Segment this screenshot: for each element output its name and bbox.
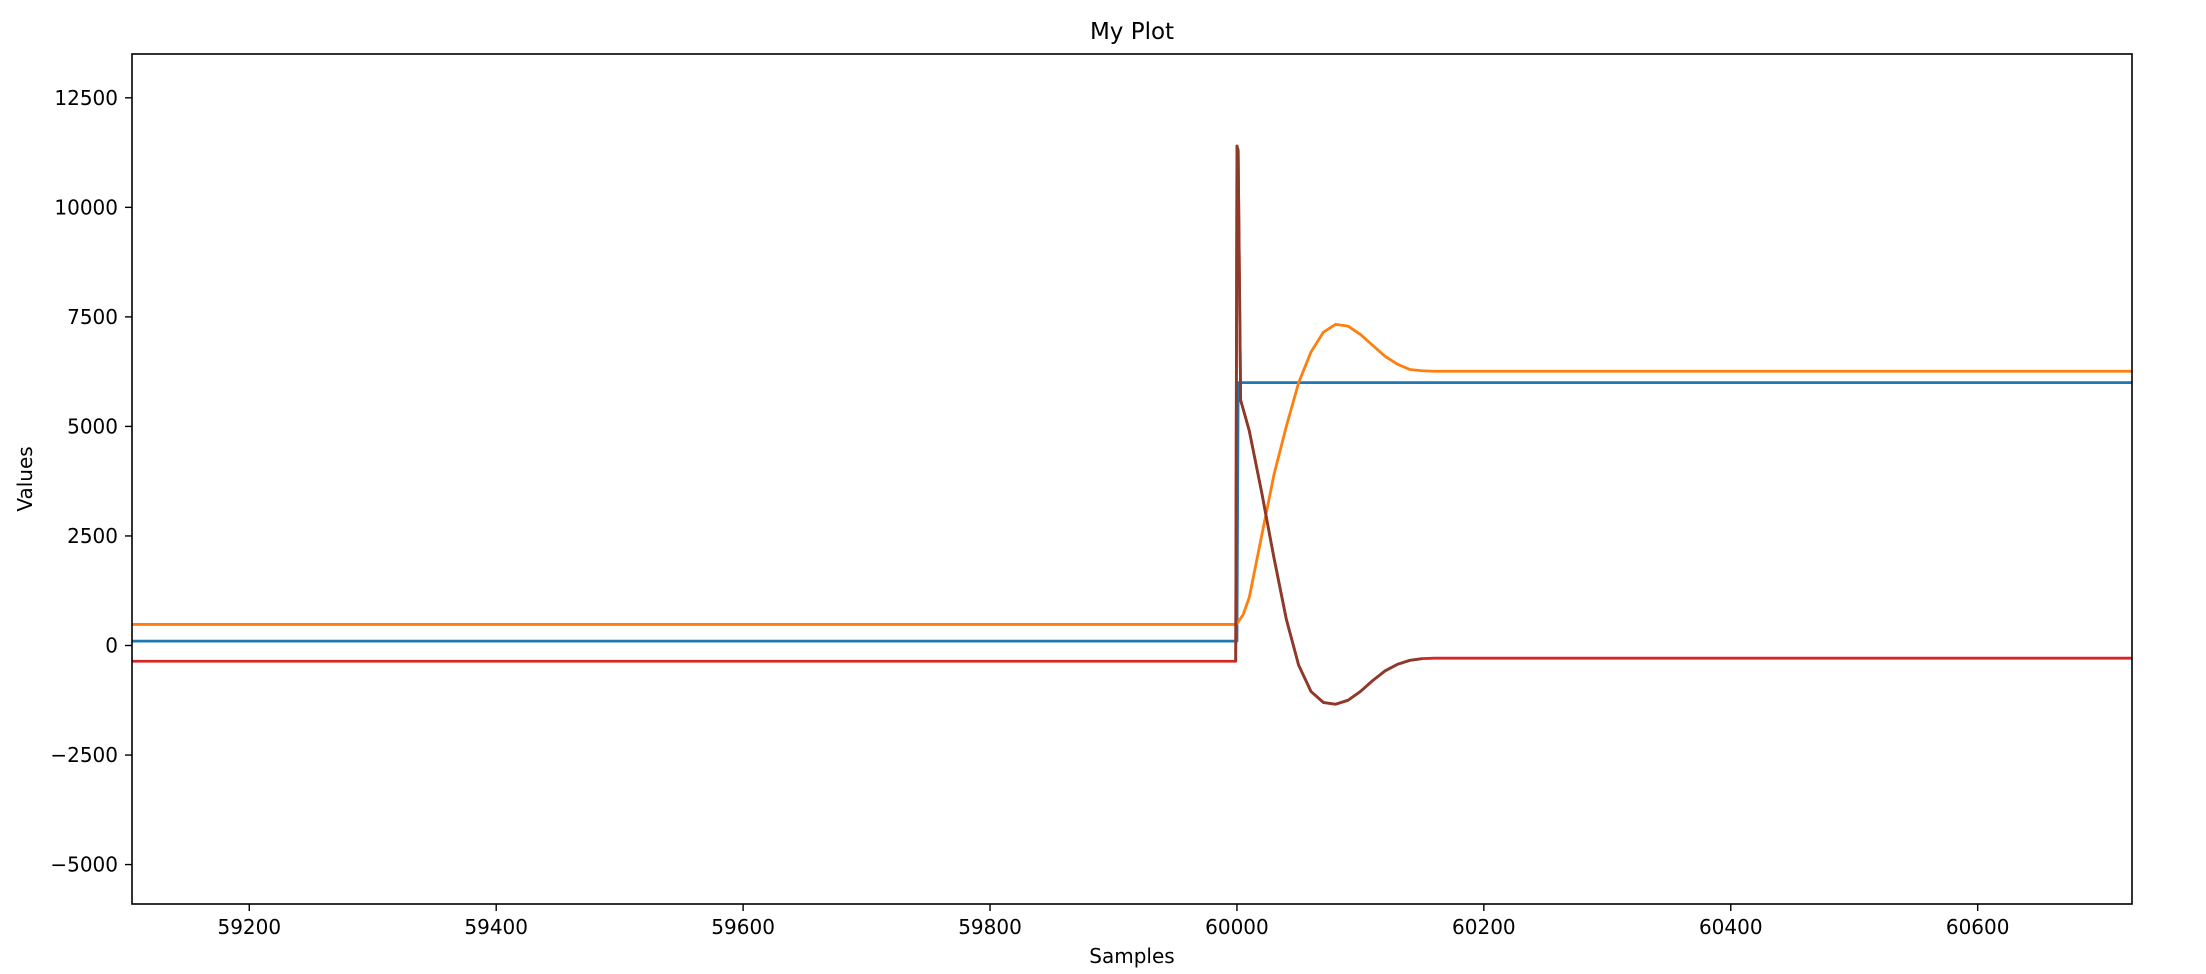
y-axis-label: Values [13, 446, 37, 511]
x-tick-label: 60000 [1205, 915, 1269, 939]
x-tick-label: 60600 [1946, 915, 2010, 939]
y-tick-label: −2500 [50, 743, 118, 767]
x-tick-label: 59400 [464, 915, 528, 939]
x-axis-label: Samples [1089, 944, 1174, 968]
y-tick-label: 7500 [67, 305, 118, 329]
plot-frame [131, 53, 2133, 905]
x-tick-label: 59200 [217, 915, 281, 939]
y-tick-label: −5000 [50, 853, 118, 877]
series-line-4 [1234, 144, 1423, 706]
series-line-1 [132, 381, 2132, 643]
y-tick-label: 10000 [54, 195, 118, 219]
y-tick-label: 0 [105, 633, 118, 657]
x-tick-label: 59800 [958, 915, 1022, 939]
chart-title: My Plot [1090, 19, 1174, 45]
x-axis: 59200 59400 59600 59800 60000 60200 60400 60600 [217, 904, 2009, 939]
x-tick-label: 60200 [1452, 915, 1516, 939]
y-axis: −5000 −2500 0 2500 5000 7500 10000 12500 [50, 86, 132, 877]
series-line-2 [132, 322, 2132, 626]
y-tick-label: 5000 [67, 414, 118, 438]
series-layer [132, 144, 2132, 706]
series-line-3 [132, 144, 2132, 706]
x-tick-label: 59600 [711, 915, 775, 939]
x-tick-label: 60400 [1699, 915, 1763, 939]
y-tick-label: 12500 [54, 86, 118, 110]
y-tick-label: 2500 [67, 524, 118, 548]
